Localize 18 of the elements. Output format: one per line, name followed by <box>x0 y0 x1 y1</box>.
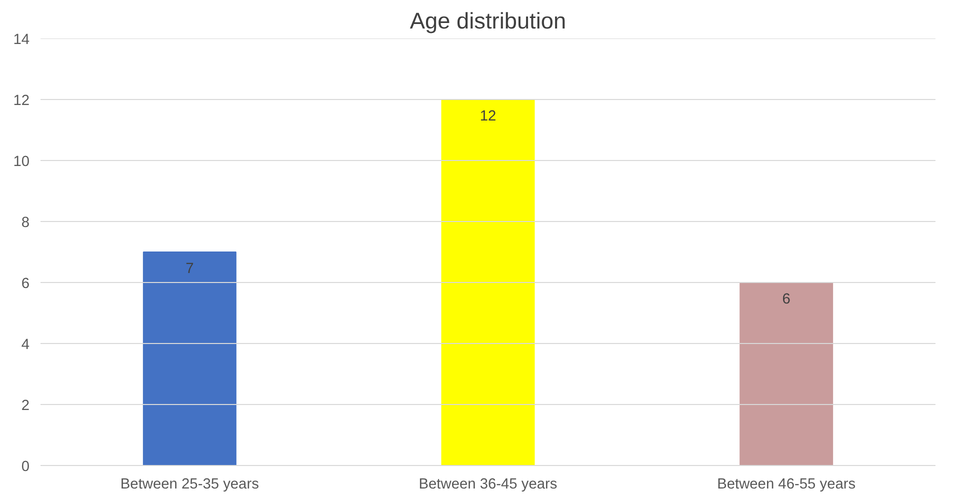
chart-title: Age distribution <box>410 8 566 34</box>
y-tick-label: 12 <box>13 93 30 109</box>
bar <box>142 252 236 466</box>
y-tick-label: 6 <box>21 276 30 292</box>
x-tick-label: Between 36-45 years <box>418 476 558 492</box>
data-label: 6 <box>782 292 790 308</box>
y-tick-label: 8 <box>21 215 30 231</box>
x-tick-label: Between 25-35 years <box>120 476 259 492</box>
y-tick-label: 10 <box>13 154 30 170</box>
data-label: 12 <box>480 108 496 124</box>
x-tick-label: Between 46-55 years <box>717 476 856 492</box>
y-tick-label: 2 <box>21 398 30 414</box>
bar <box>740 282 834 466</box>
y-tick-label: 4 <box>21 337 30 353</box>
y-tick-label: 14 <box>13 32 30 48</box>
y-tick-label: 0 <box>21 459 30 475</box>
data-label: 7 <box>186 261 194 277</box>
bar <box>441 99 535 466</box>
